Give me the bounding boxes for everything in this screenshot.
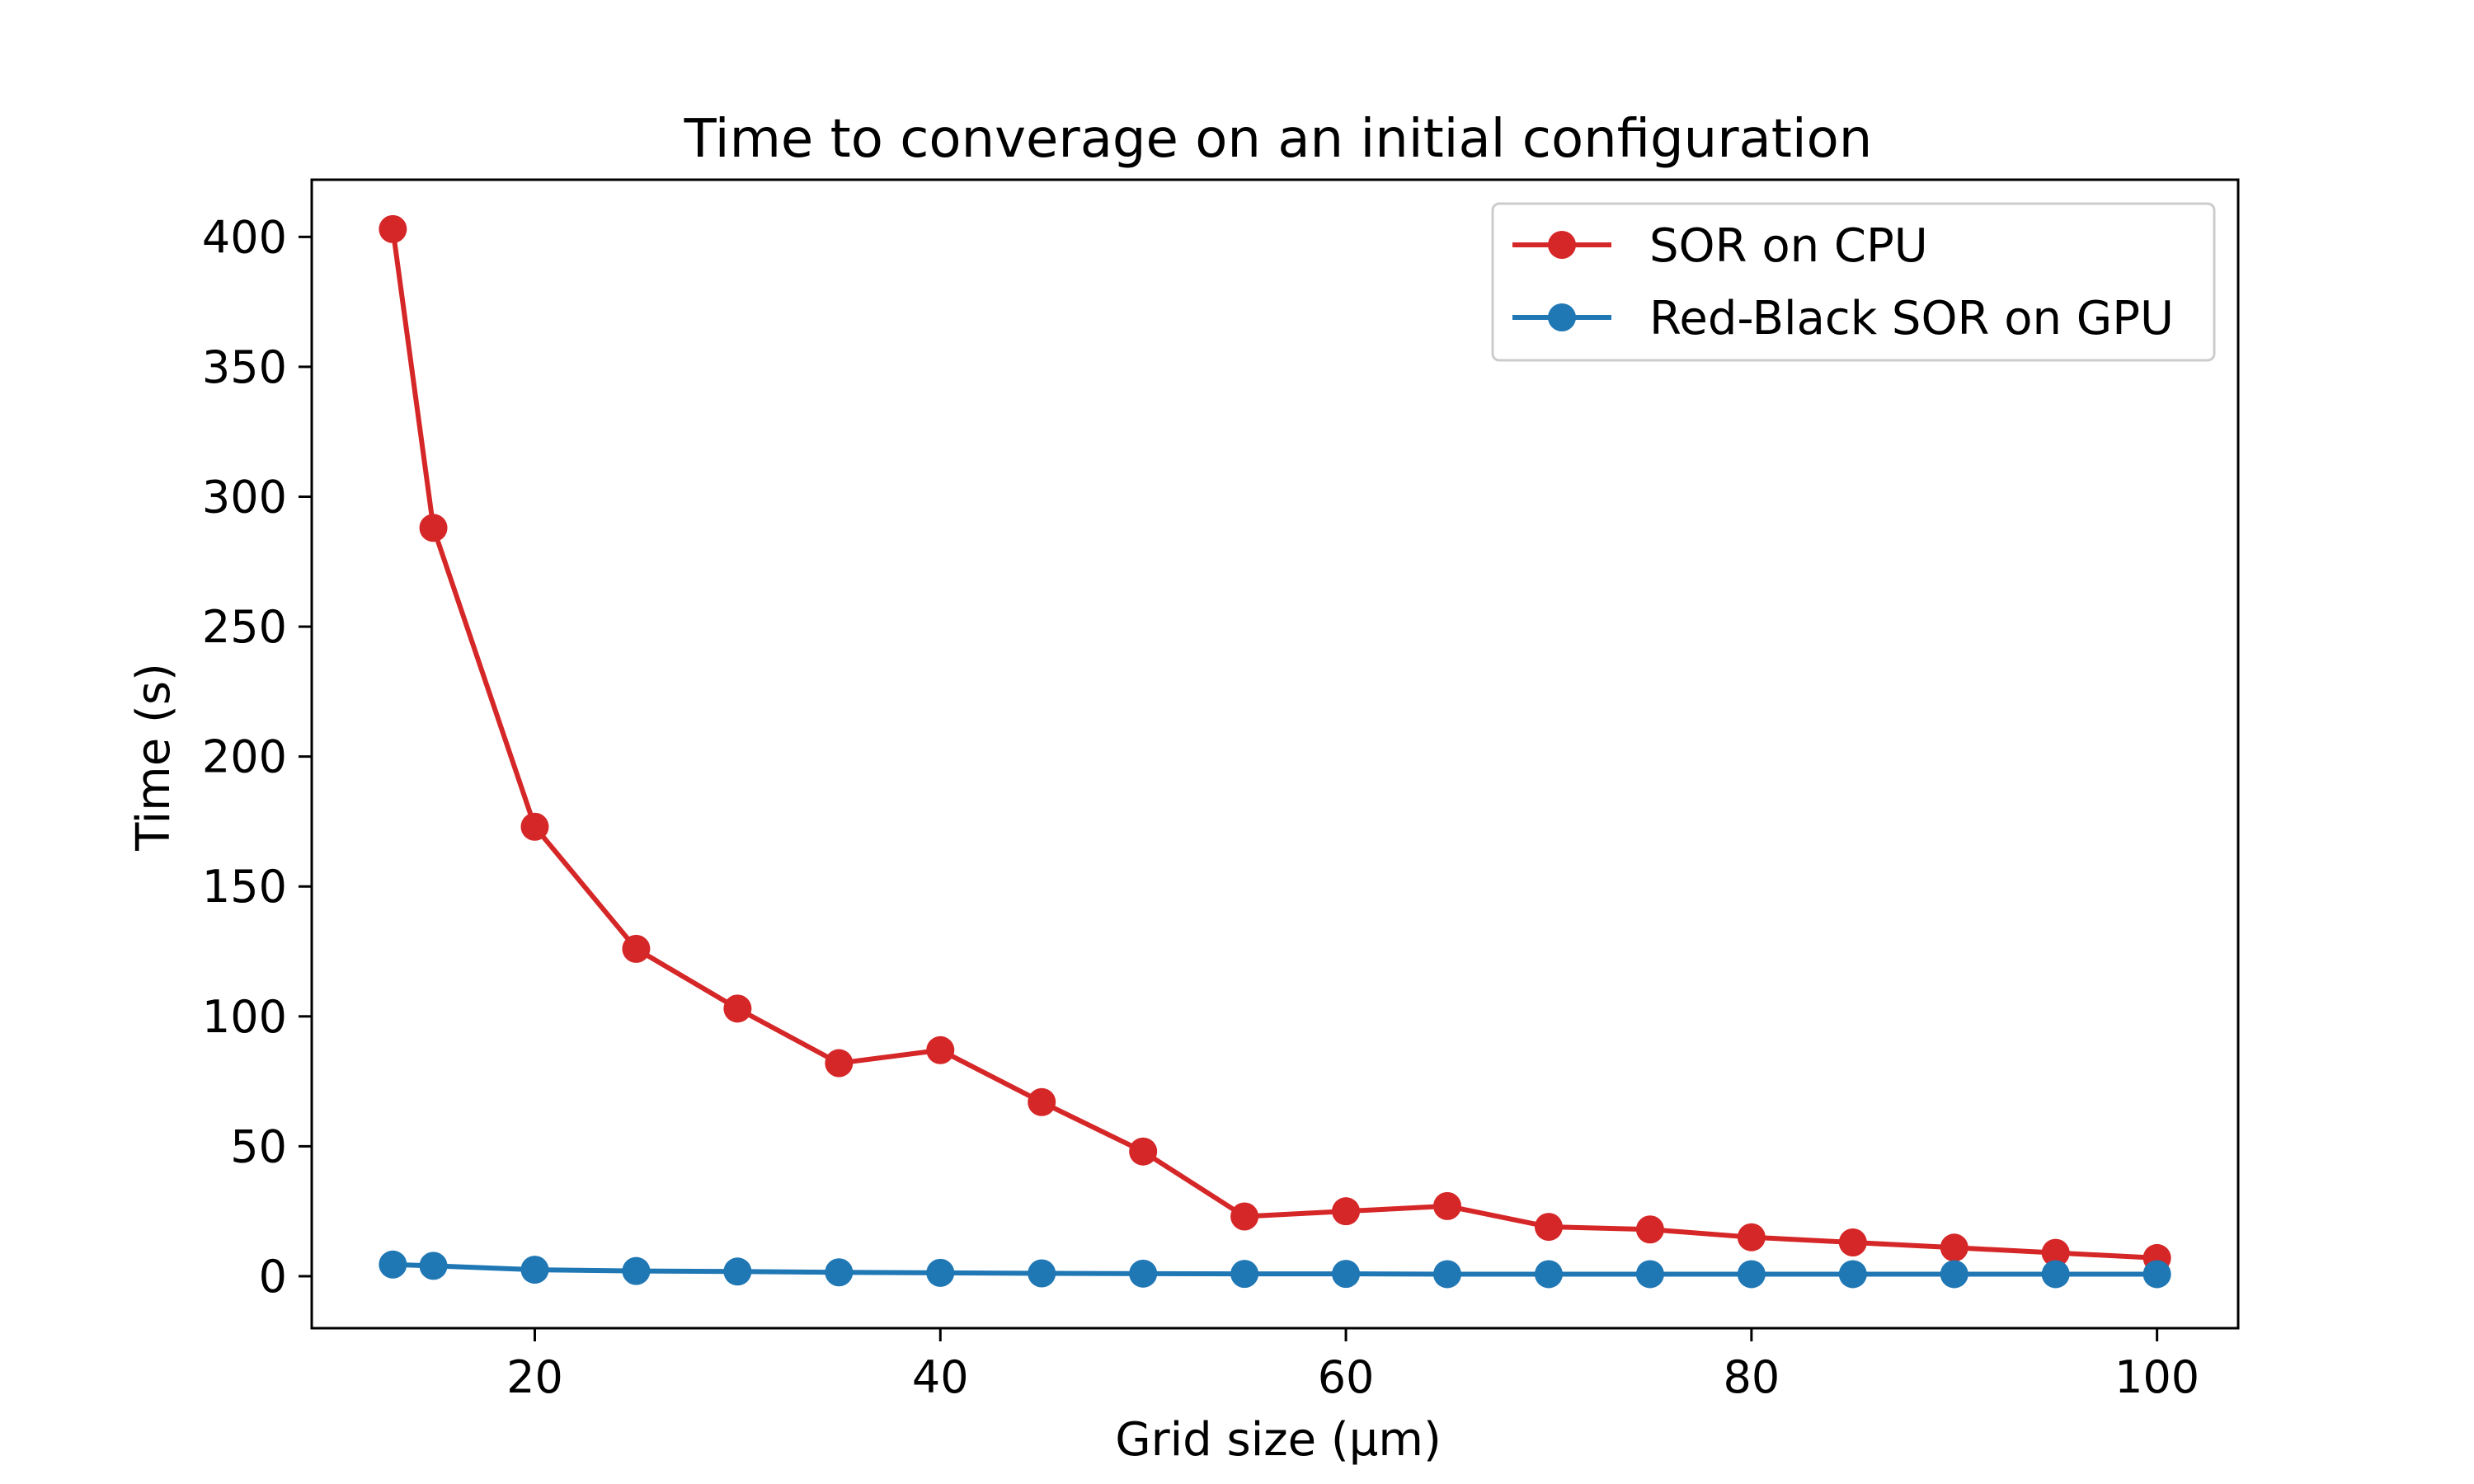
data-point-1 [419,1252,448,1280]
x-tick-label: 60 [1318,1351,1375,1403]
x-axis-ticks: 20 40 60 80 100 [506,1328,2199,1403]
data-point-0 [926,1036,955,1064]
data-point-0 [1534,1213,1563,1242]
y-tick-label: 250 [202,601,287,653]
y-axis-label: Time (s) [127,663,181,852]
data-point-1 [2041,1260,2070,1289]
data-point-1 [1940,1260,1968,1289]
chart-title: Time to converage on an initial configur… [684,109,1873,170]
x-tick-label: 40 [912,1351,969,1403]
legend: SOR on CPU Red-Black SOR on GPU [1491,202,2216,362]
data-point-0 [419,514,448,542]
y-tick-label: 0 [259,1251,287,1303]
data-point-0 [825,1049,854,1078]
data-point-0 [1635,1215,1664,1244]
series-line-0 [390,226,2160,1261]
data-point-1 [520,1256,549,1284]
legend-marker-1 [1548,303,1576,331]
data-point-1 [1028,1259,1056,1288]
x-axis-label: Grid size (μm) [1115,1413,1442,1467]
y-axis-ticks: 0 50 100 150 200 250 300 350 400 [202,211,312,1303]
data-point-0 [1940,1233,1968,1262]
y-tick-label: 400 [202,211,287,263]
data-point-1 [1838,1260,1867,1289]
data-point-1 [1230,1260,1259,1289]
y-tick-label: 150 [202,861,287,913]
data-point-1 [379,1250,407,1279]
data-point-1 [2142,1260,2171,1289]
data-point-1 [926,1258,955,1287]
legend-marker-0 [1548,231,1576,259]
series-layer [379,214,2171,1289]
y-tick-label: 100 [202,991,287,1043]
data-point-0 [723,994,752,1023]
legend-label-1: Red-Black SOR on GPU [1649,292,2174,345]
y-tick-label: 350 [202,341,287,393]
plot-frame [310,178,2240,1330]
series-line-1 [390,1261,2160,1277]
y-tick-label: 50 [230,1120,287,1172]
legend-box [1491,202,2216,362]
data-point-1 [1534,1260,1563,1289]
data-point-1 [1635,1260,1664,1289]
x-tick-label: 80 [1723,1351,1780,1403]
data-point-0 [1028,1087,1056,1116]
data-point-0 [1129,1137,1158,1166]
data-point-0 [1838,1228,1867,1256]
data-point-0 [1433,1191,1462,1220]
data-point-0 [1332,1197,1361,1226]
x-tick-label: 20 [506,1351,563,1403]
y-tick-label: 200 [202,731,287,783]
data-point-0 [520,812,549,841]
data-point-0 [2041,1238,2070,1267]
x-tick-label: 100 [2114,1351,2199,1403]
data-point-1 [1433,1260,1462,1289]
data-point-0 [1230,1202,1259,1231]
legend-label-0: SOR on CPU [1649,219,1928,273]
data-point-0 [622,934,651,963]
data-point-1 [1332,1260,1361,1289]
data-point-1 [1129,1259,1158,1288]
data-point-1 [723,1257,752,1286]
data-point-0 [1737,1223,1766,1252]
data-point-0 [379,214,407,243]
data-point-1 [825,1258,854,1287]
y-tick-label: 300 [202,471,287,523]
data-point-1 [1737,1260,1766,1289]
data-point-1 [622,1256,651,1285]
